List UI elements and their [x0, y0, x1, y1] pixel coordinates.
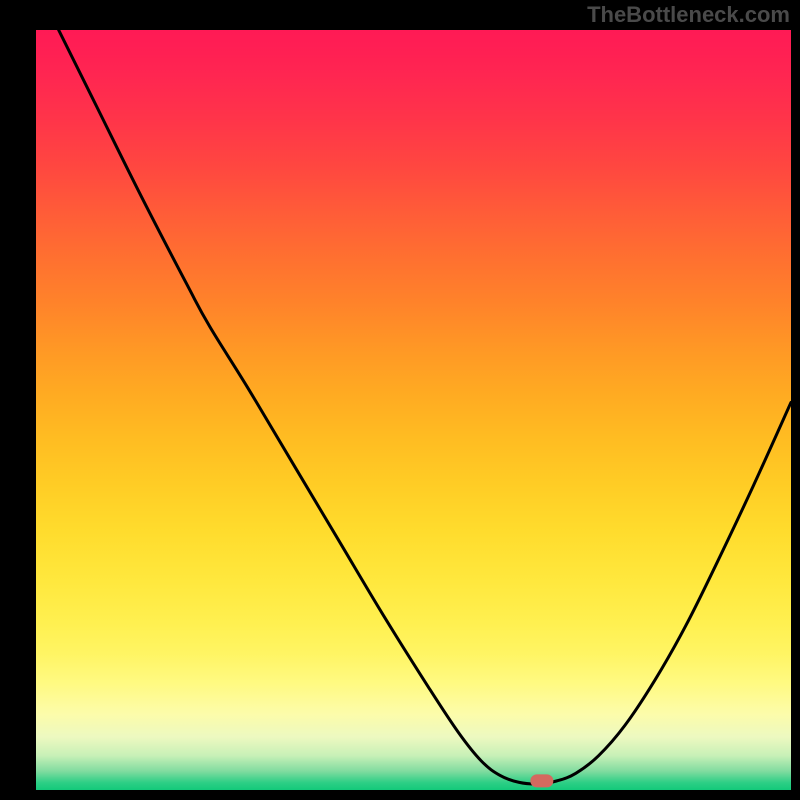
- gradient-background: [36, 30, 791, 790]
- chart-svg: [36, 30, 791, 790]
- watermark-label: TheBottleneck.com: [587, 2, 790, 28]
- chart-container: TheBottleneck.com: [0, 0, 800, 800]
- plot-area: [36, 30, 791, 790]
- optimal-marker: [531, 775, 553, 787]
